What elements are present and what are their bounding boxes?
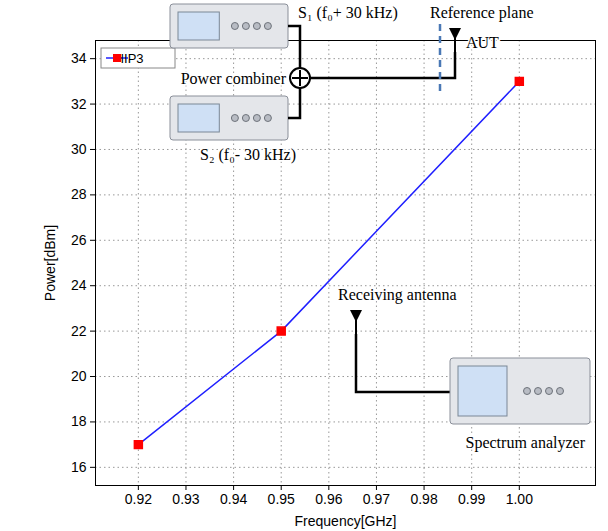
svg-text:AUT: AUT [466, 34, 499, 51]
svg-text:Spectrum analyzer: Spectrum analyzer [466, 434, 586, 452]
svg-text:Receiving antenna: Receiving antenna [338, 286, 457, 304]
svg-text:30: 30 [71, 141, 87, 157]
svg-text:0.93: 0.93 [172, 491, 199, 507]
svg-text:S₂ (f₀- 30 kHz): S₂ (f₀- 30 kHz) [200, 146, 296, 164]
svg-text:0.99: 0.99 [458, 491, 485, 507]
svg-text:1.00: 1.00 [506, 491, 533, 507]
svg-text:24: 24 [71, 277, 87, 293]
svg-text:32: 32 [71, 96, 87, 112]
svg-text:16: 16 [71, 459, 87, 475]
svg-text:20: 20 [71, 368, 87, 384]
svg-text:0.94: 0.94 [220, 491, 247, 507]
svg-text:22: 22 [71, 323, 87, 339]
svg-text:Power[dBm]: Power[dBm] [42, 225, 58, 301]
svg-text:S₁ (f₀+ 30 kHz): S₁ (f₀+ 30 kHz) [298, 4, 398, 22]
svg-text:0.97: 0.97 [363, 491, 390, 507]
svg-text:28: 28 [71, 186, 87, 202]
svg-text:IIP3: IIP3 [120, 51, 143, 66]
svg-text:0.96: 0.96 [315, 491, 342, 507]
svg-text:34: 34 [71, 50, 87, 66]
svg-text:0.98: 0.98 [410, 491, 437, 507]
svg-text:Reference plane: Reference plane [430, 4, 533, 22]
svg-text:18: 18 [71, 413, 87, 429]
svg-text:26: 26 [71, 232, 87, 248]
svg-text:0.95: 0.95 [268, 491, 295, 507]
svg-text:Power combiner: Power combiner [181, 70, 287, 87]
svg-text:Frequency[GHz]: Frequency[GHz] [295, 513, 397, 529]
svg-text:0.92: 0.92 [125, 491, 152, 507]
